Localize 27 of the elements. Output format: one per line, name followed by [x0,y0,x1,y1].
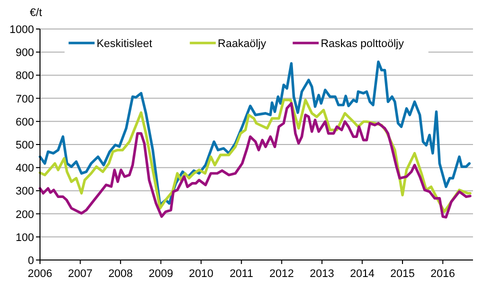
y-tick-label: 100 [16,232,34,244]
x-tick-label: 2007 [68,268,93,280]
legend-label: Keskitisleet [96,38,152,50]
legend-label: Raakaöljy [218,38,267,50]
y-tick-label: 400 [16,162,34,175]
y-tick-label: 300 [16,186,34,198]
x-tick-label: 2014 [350,268,374,280]
y-tick-label: 600 [16,116,34,128]
x-tick-label: 2011 [230,268,254,280]
y-tick-label: 1000 [10,24,34,36]
x-tick-label: 2010 [188,268,214,280]
x-tick-label: 2012 [269,268,294,280]
legend-label: Raskas polttoöljy [320,38,404,50]
y-tick-label: 900 [16,47,34,60]
y-tick-label: 500 [16,140,34,152]
y-tick-label: 200 [16,208,34,221]
x-tick-label: 2008 [108,268,133,280]
x-tick-label: 2013 [310,268,334,280]
y-tick-label: 0 [28,255,34,267]
x-tick-label: 2016 [430,268,456,280]
x-tick-label: 2006 [28,268,52,280]
y-tick-label: 700 [16,93,34,106]
x-tick-label: 2009 [148,268,174,280]
y-tick-label: 800 [16,70,34,82]
y-axis-title: €/t [30,7,42,19]
x-tick-label: 2015 [390,268,415,280]
line-series [38,60,471,206]
